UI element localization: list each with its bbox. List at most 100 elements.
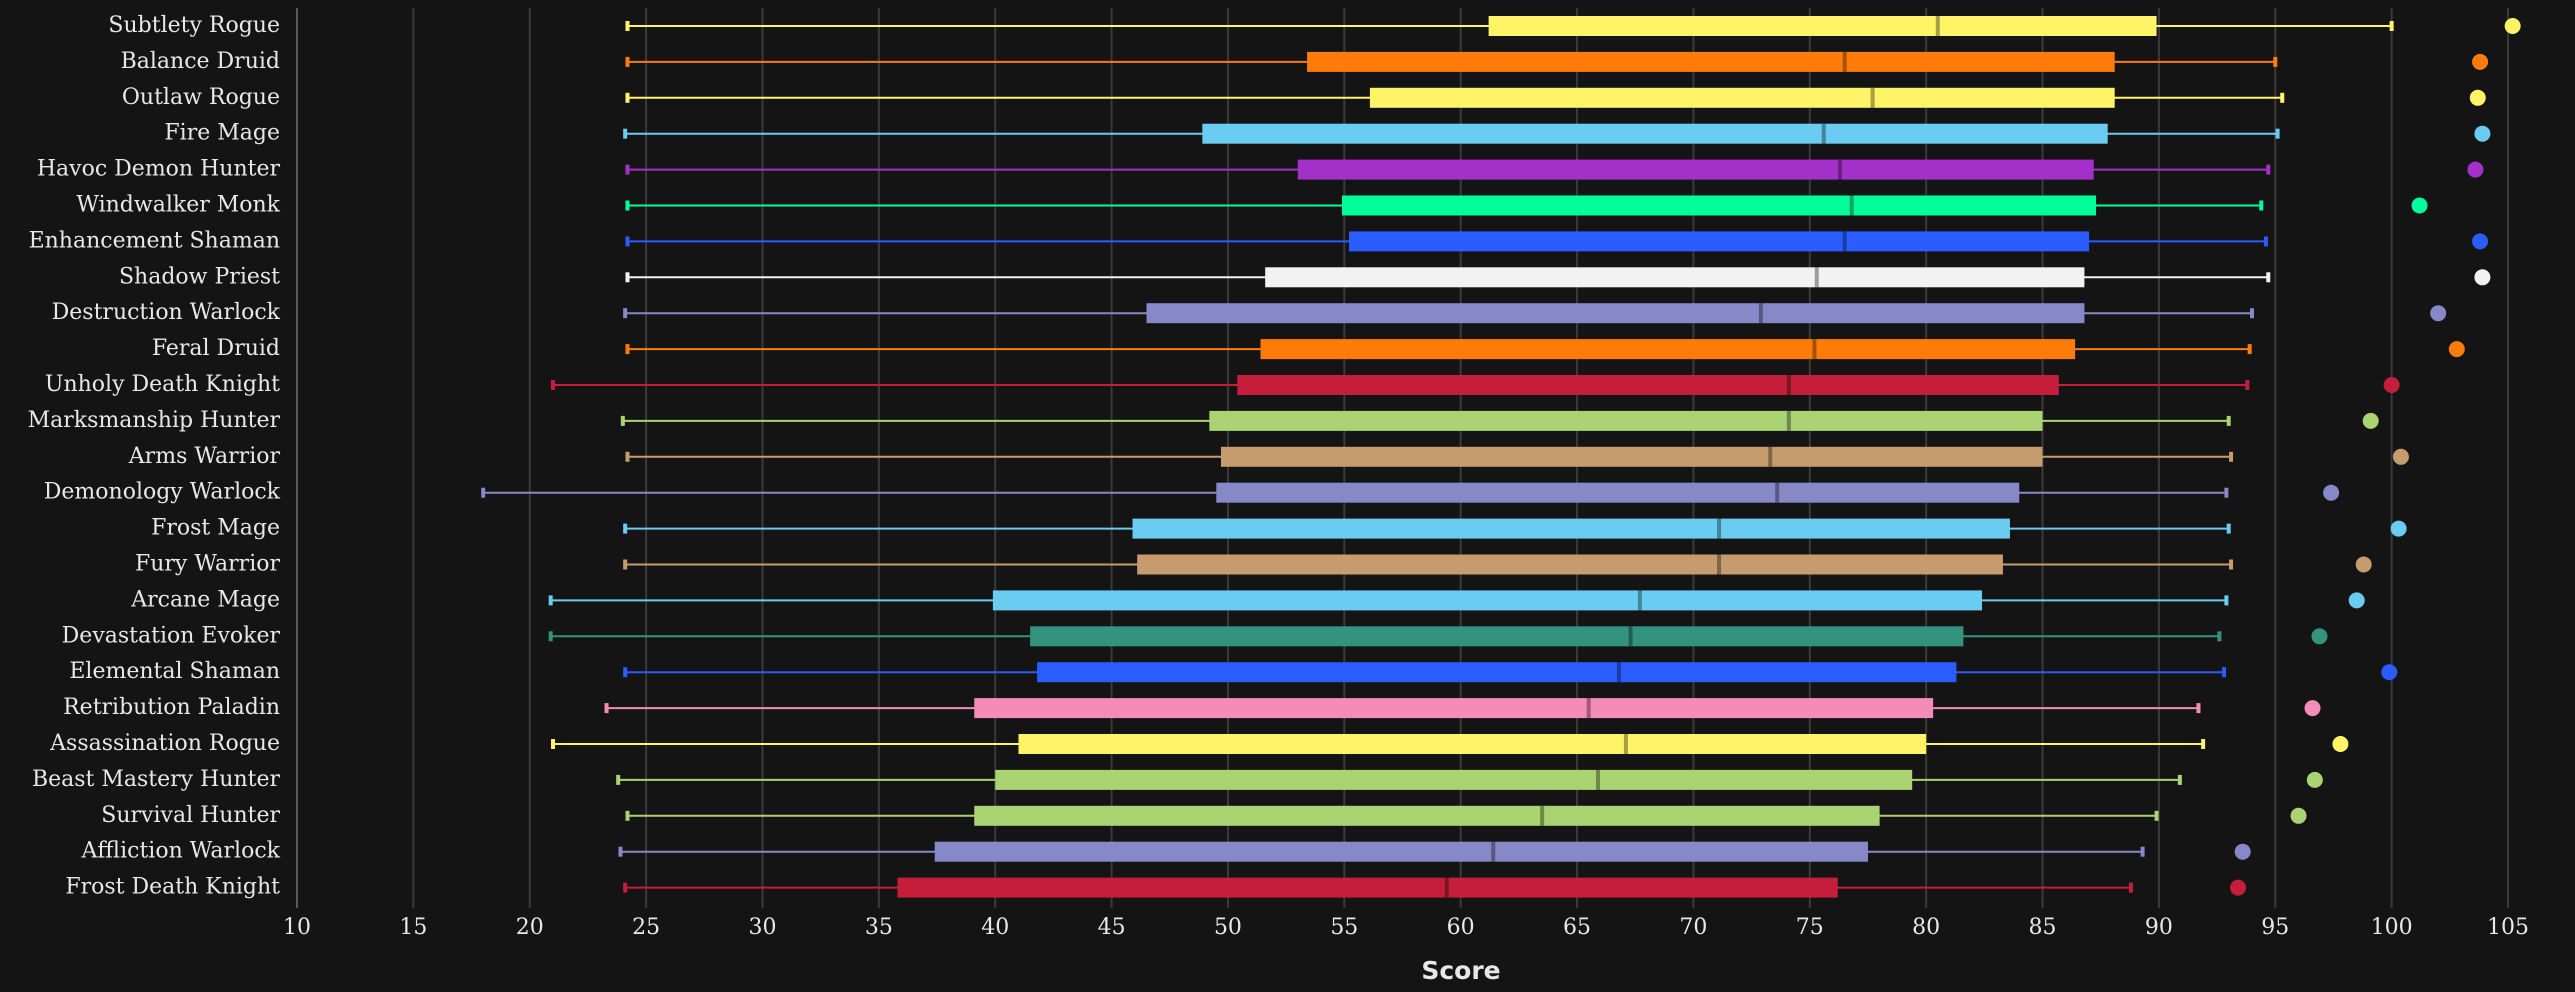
max-dot (2474, 269, 2491, 286)
box (1202, 123, 2108, 144)
max-dot (2323, 484, 2340, 501)
whisker-cap-high (2273, 56, 2278, 67)
category-label: Elemental Shaman (69, 659, 280, 684)
category-label: Havoc Demon Hunter (37, 157, 281, 182)
x-tick-label: 35 (865, 915, 893, 940)
median (1491, 841, 1496, 862)
whisker-cap-high (2266, 164, 2271, 175)
max-dot (2411, 197, 2428, 214)
category-label: Marksmanship Hunter (28, 408, 281, 433)
whisker-cap-low (625, 236, 630, 247)
category-label: Survival Hunter (101, 803, 280, 828)
median (1814, 267, 1819, 288)
whisker-cap-high (2275, 128, 2280, 139)
x-tick-label: 100 (2371, 915, 2413, 940)
max-dot (2304, 700, 2321, 717)
median (1637, 590, 1642, 611)
whisker-cap-high (2249, 308, 2254, 319)
max-dot (2472, 233, 2489, 250)
whisker-cap-high (2140, 846, 2145, 857)
whisker-cap-low (551, 380, 556, 390)
whisker-cap-low (618, 846, 623, 857)
whisker-cap-low (625, 451, 630, 462)
box (1307, 51, 2115, 72)
whisker-cap-high (2280, 92, 2285, 103)
box (1018, 734, 1927, 754)
median (1616, 662, 1621, 683)
max-dot (2474, 125, 2491, 142)
median (1623, 734, 1628, 754)
category-label: Shadow Priest (119, 264, 280, 289)
x-tick-label: 10 (283, 915, 311, 940)
whisker-cap-low (625, 56, 630, 67)
box (1297, 159, 2094, 180)
box (1237, 375, 2059, 395)
whisker-cap-low (548, 631, 553, 642)
x-tick-label: 85 (2029, 915, 2057, 940)
whisker-cap-low (623, 128, 628, 139)
whisker-cap-high (2128, 882, 2133, 893)
whisker-cap-high (2224, 487, 2229, 498)
whisker-cap-low (625, 92, 630, 103)
category-label: Fury Warrior (135, 552, 281, 577)
box (974, 698, 1934, 719)
max-dot (2467, 161, 2484, 178)
category-label: Destruction Warlock (52, 300, 281, 325)
median (1842, 51, 1847, 72)
whisker-cap-low (623, 523, 628, 534)
category-label: Windwalker Monk (76, 193, 280, 218)
whisker-cap-low (625, 344, 630, 355)
x-axis-title: Score (1421, 956, 1500, 985)
whisker-cap-low (625, 164, 630, 175)
max-dot (2383, 377, 2400, 393)
max-dot (2469, 89, 2486, 106)
category-label: Balance Druid (121, 49, 280, 74)
median (1812, 339, 1817, 360)
median (1786, 375, 1791, 395)
x-tick-label: 45 (1098, 915, 1126, 940)
category-label: Assassination Rogue (49, 731, 280, 756)
category-label: Frost Mage (151, 516, 280, 541)
box (1216, 482, 2020, 503)
median (1586, 698, 1591, 719)
x-tick-label: 105 (2487, 915, 2529, 940)
box (1341, 195, 2097, 216)
max-dot (2230, 879, 2247, 896)
max-dot (2306, 771, 2323, 788)
whisker-cap-low (623, 559, 628, 570)
median (1758, 303, 1763, 324)
whisker-cap-high (2266, 272, 2271, 283)
box (1220, 446, 2043, 467)
whisker-cap-high (2226, 523, 2231, 534)
whisker-cap-low (481, 487, 486, 498)
median (1775, 482, 1780, 503)
x-tick-label: 65 (1563, 915, 1591, 940)
median (1842, 231, 1847, 252)
box (1132, 518, 2010, 539)
x-tick-label: 30 (748, 915, 776, 940)
box (974, 805, 1880, 826)
whisker-cap-low (623, 882, 628, 893)
max-dot (2348, 592, 2365, 609)
category-label: Frost Death Knight (65, 875, 280, 900)
whisker-cap-high (2263, 236, 2268, 247)
box (897, 877, 1838, 898)
box (1137, 554, 2003, 575)
box (995, 769, 1913, 790)
category-label: Beast Mastery Hunter (32, 767, 281, 792)
x-tick-label: 20 (516, 915, 544, 940)
whisker-cap-high (2154, 810, 2159, 821)
category-label: Feral Druid (152, 336, 280, 361)
median (1935, 16, 1940, 36)
median (1849, 195, 1854, 216)
whisker-cap-low (551, 739, 556, 749)
box (1348, 231, 2090, 252)
max-dot (2311, 628, 2328, 645)
max-dot (2381, 664, 2398, 681)
whisker-cap-low (548, 595, 553, 606)
whisker-cap-high (2226, 415, 2231, 426)
median (1717, 518, 1722, 539)
whisker-cap-high (2222, 667, 2227, 678)
category-label: Devastation Evoker (62, 623, 281, 648)
